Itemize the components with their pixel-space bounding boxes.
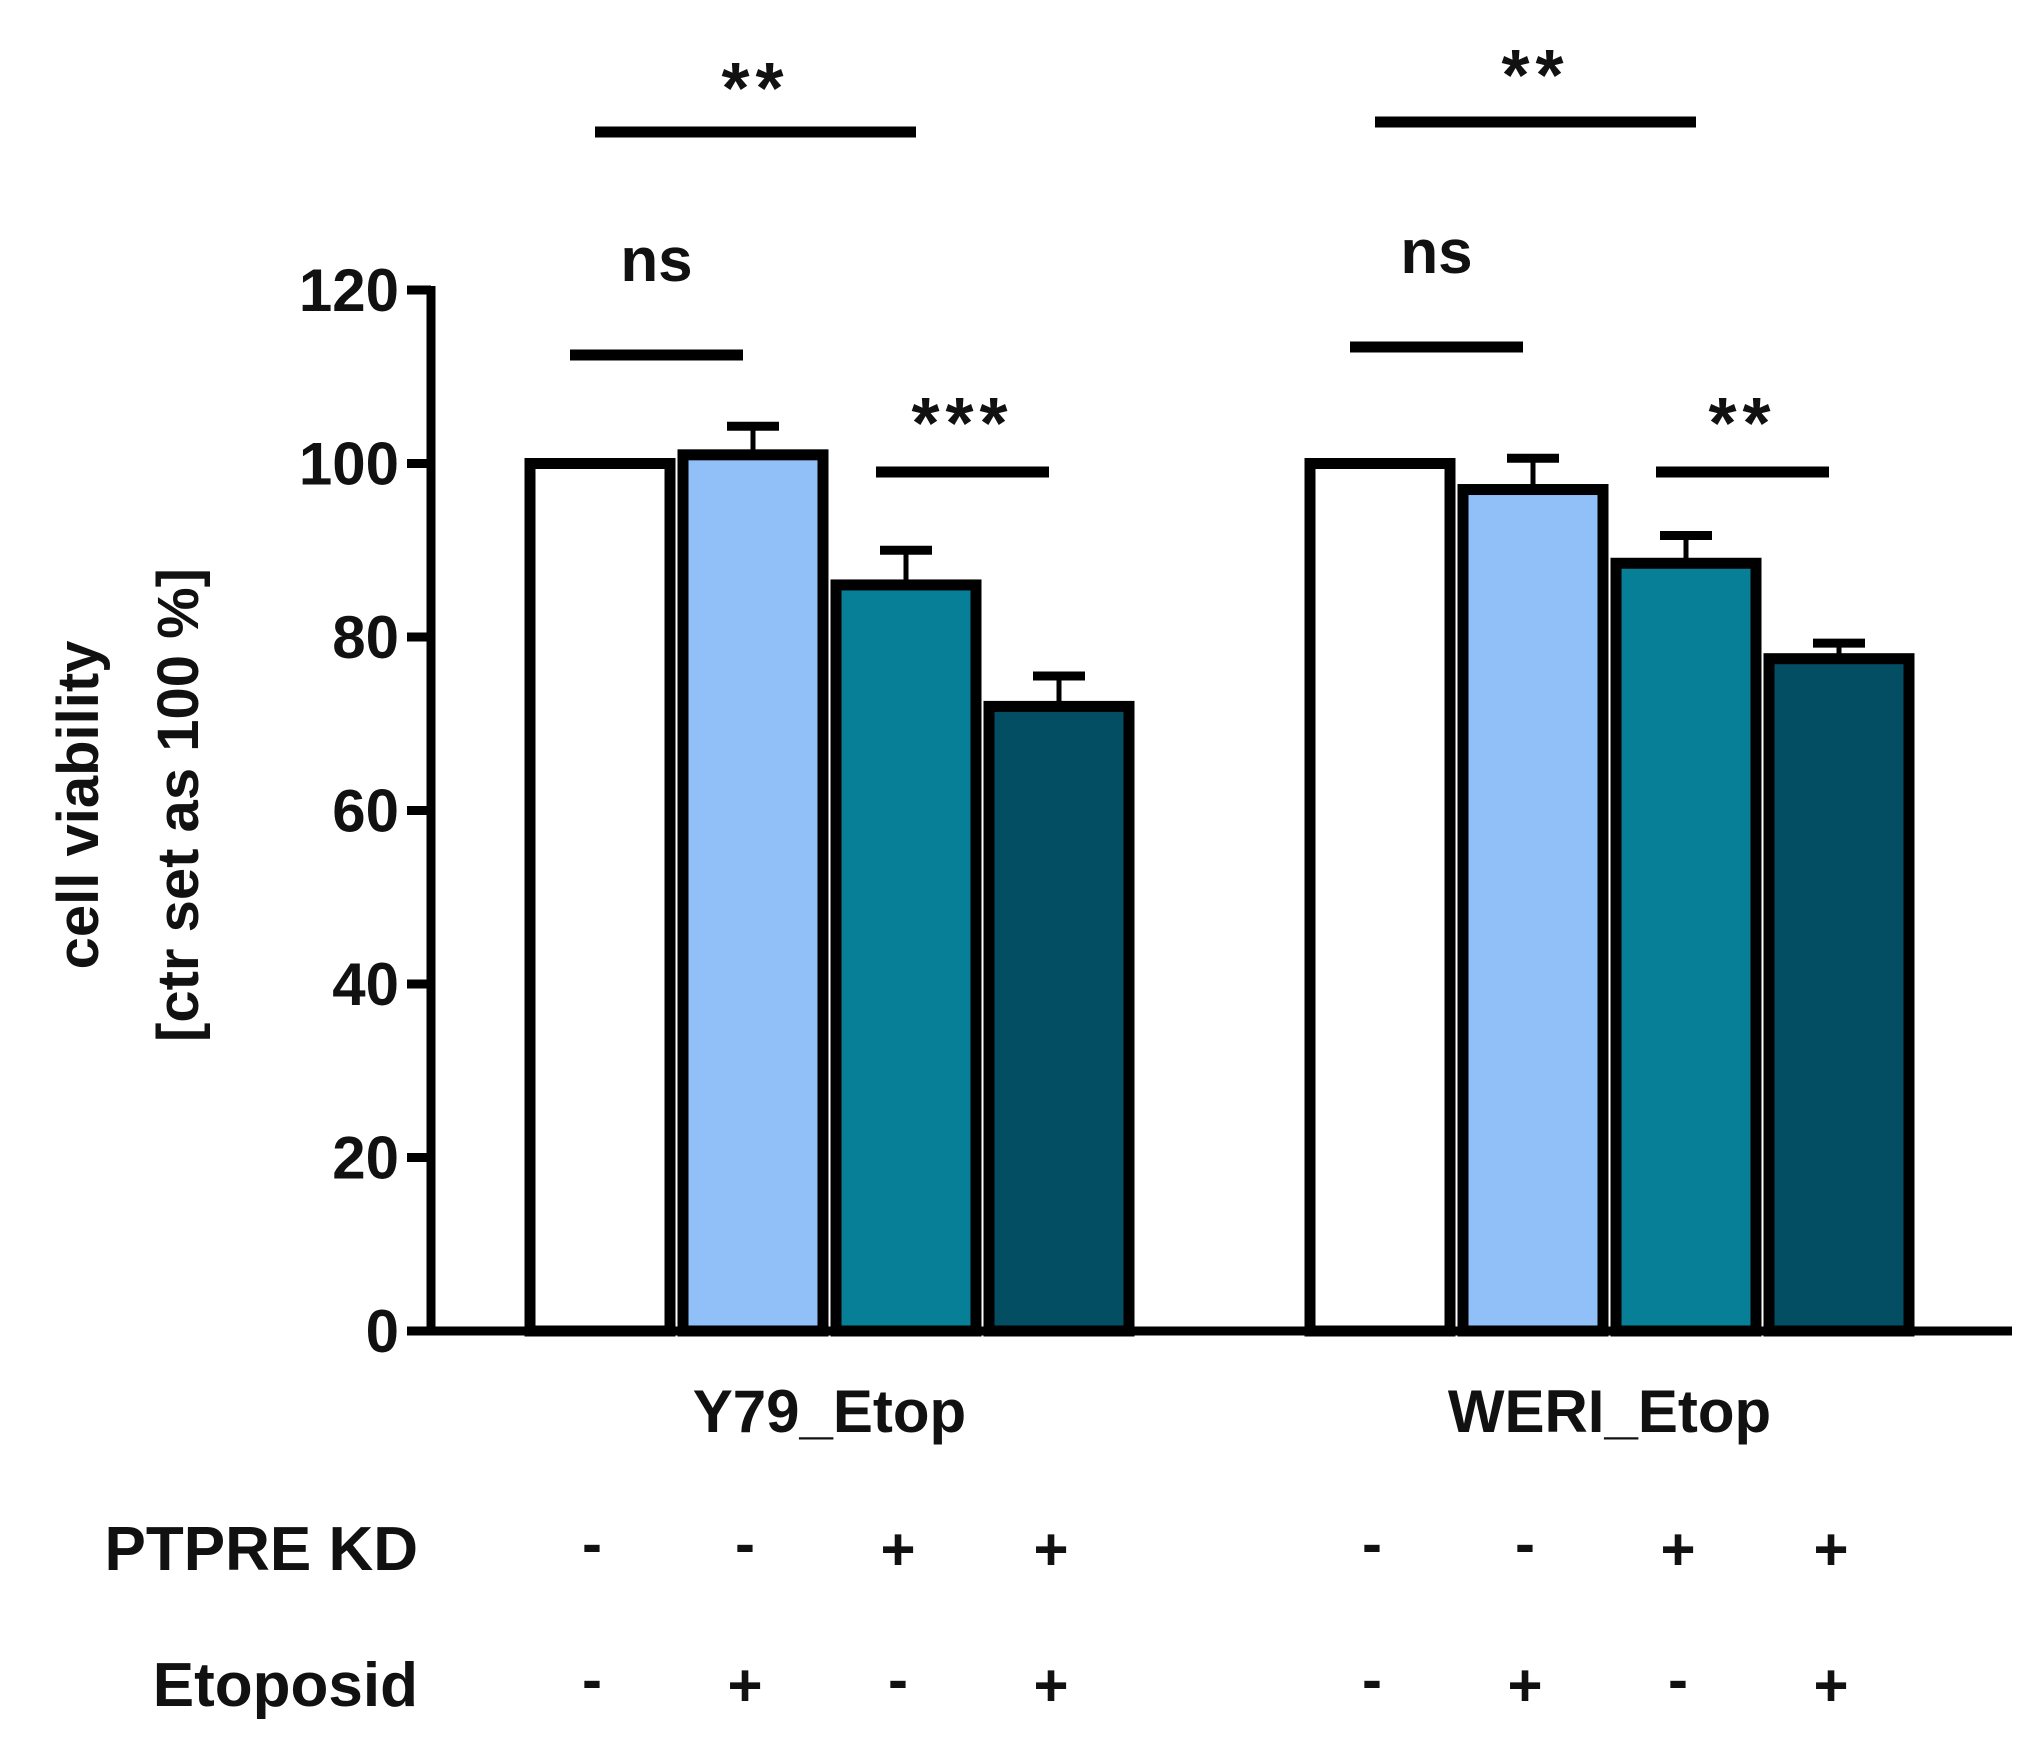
group-label: WERI_Etop (1448, 1378, 1771, 1445)
condition-sign: + (1813, 1652, 1848, 1719)
significance-label: ns (1400, 218, 1472, 287)
condition-sign: - (582, 1510, 602, 1577)
condition-sign: - (1668, 1646, 1688, 1713)
condition-sign: - (1515, 1510, 1535, 1577)
significance-label: ** (1501, 36, 1569, 116)
group-label: Y79_Etop (693, 1378, 966, 1445)
y-tick-label: 60 (332, 778, 399, 845)
bar (1763, 653, 1915, 1337)
condition-sign: - (735, 1510, 755, 1577)
condition-sign: + (727, 1652, 762, 1719)
y-tick-label: 80 (332, 604, 399, 671)
y-tick-label: 100 (299, 431, 399, 498)
significance-label: ns (620, 226, 692, 295)
condition-sign: + (1033, 1516, 1068, 1583)
y-tick-label: 120 (299, 257, 399, 324)
condition-sign: + (1033, 1652, 1068, 1719)
condition-sign: - (582, 1646, 602, 1713)
y-axis-label-line1: cell viability (46, 641, 111, 970)
condition-sign: - (1362, 1646, 1382, 1713)
y-axis-label-line2: [ctr set as 100 %] (146, 568, 211, 1042)
significance-label: *** (911, 384, 1013, 464)
bar (1457, 484, 1609, 1337)
bar (1304, 458, 1456, 1337)
significance-label: ** (1708, 384, 1776, 464)
condition-label: Etoposid (153, 1651, 418, 1720)
condition-sign: + (1813, 1516, 1848, 1583)
condition-label: PTPRE KD (105, 1515, 418, 1584)
condition-sign: + (1507, 1652, 1542, 1719)
y-tick-label: 40 (332, 951, 399, 1018)
y-tick-label: 20 (332, 1125, 399, 1192)
y-tick-label: 0 (366, 1298, 399, 1365)
condition-sign: + (880, 1516, 915, 1583)
bar (983, 700, 1135, 1337)
condition-sign: + (1660, 1516, 1695, 1583)
significance-label: ** (721, 49, 789, 129)
bar (830, 579, 982, 1337)
condition-sign: - (1362, 1510, 1382, 1577)
bar (677, 449, 829, 1337)
condition-sign: - (888, 1646, 908, 1713)
bar (524, 458, 676, 1337)
bar (1610, 557, 1762, 1337)
